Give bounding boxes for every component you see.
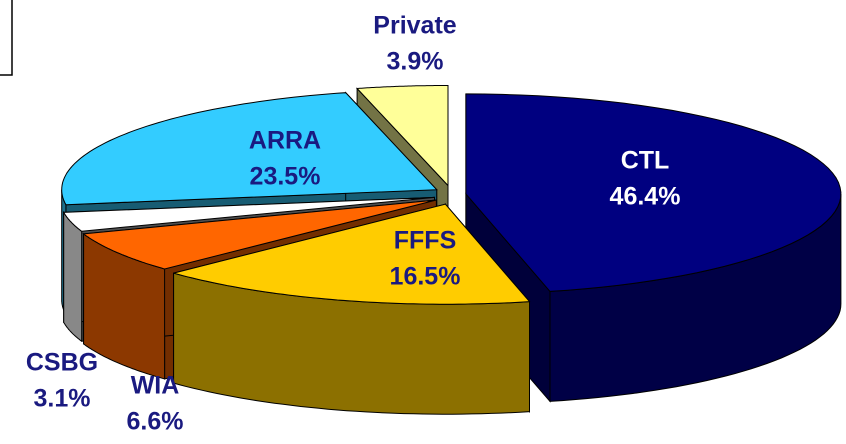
slice	[61, 92, 438, 206]
slice-label: WIA	[131, 372, 180, 400]
slice	[173, 203, 531, 305]
slice-label: FFFS	[394, 227, 457, 255]
slice	[62, 196, 435, 232]
slice-label: ARRA	[249, 127, 321, 155]
slice	[356, 85, 449, 187]
slice-label: CSBG	[26, 349, 98, 377]
slice-side	[63, 210, 83, 343]
legend-frame	[0, 0, 13, 76]
value-label: 16.5%	[390, 263, 461, 291]
slice-label: CTL	[621, 147, 670, 175]
slice-label: Private	[373, 12, 456, 40]
value-label: 23.5%	[250, 163, 321, 191]
value-label: 46.4%	[610, 183, 681, 211]
slice	[82, 199, 437, 270]
slice	[465, 93, 842, 292]
value-label: 3.9%	[387, 48, 444, 76]
value-label: 6.6%	[127, 408, 184, 436]
value-label: 3.1%	[34, 385, 91, 413]
